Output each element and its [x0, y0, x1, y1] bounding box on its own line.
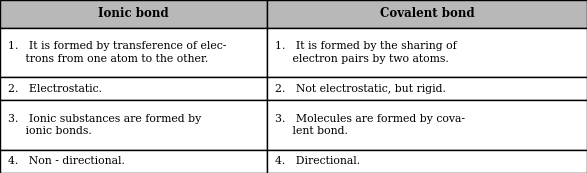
Text: Covalent bond: Covalent bond [380, 7, 474, 20]
Bar [0, 0, 267, 28]
Bar [267, 0, 587, 28]
Text: 4.   Directional.: 4. Directional. [275, 156, 360, 166]
Bar [0, 77, 267, 100]
Bar [0, 28, 267, 77]
Text: 2.   Not electrostatic, but rigid.: 2. Not electrostatic, but rigid. [275, 84, 446, 94]
Bar [0, 150, 267, 173]
Bar [267, 100, 587, 150]
Text: Ionic bond: Ionic bond [98, 7, 169, 20]
Bar [267, 150, 587, 173]
Bar [267, 28, 587, 77]
Text: 1.   It is formed by the sharing of
     electron pairs by two atoms.: 1. It is formed by the sharing of electr… [275, 41, 457, 64]
Text: 3.   Ionic substances are formed by
     ionic bonds.: 3. Ionic substances are formed by ionic … [8, 114, 201, 136]
Text: 4.   Non - directional.: 4. Non - directional. [8, 156, 124, 166]
Text: 2.   Electrostatic.: 2. Electrostatic. [8, 84, 102, 94]
Text: 3.   Molecules are formed by cova-
     lent bond.: 3. Molecules are formed by cova- lent bo… [275, 114, 465, 136]
Text: 1.   It is formed by transference of elec-
     trons from one atom to the other: 1. It is formed by transference of elec-… [8, 41, 226, 64]
Bar [0, 100, 267, 150]
Bar [267, 77, 587, 100]
